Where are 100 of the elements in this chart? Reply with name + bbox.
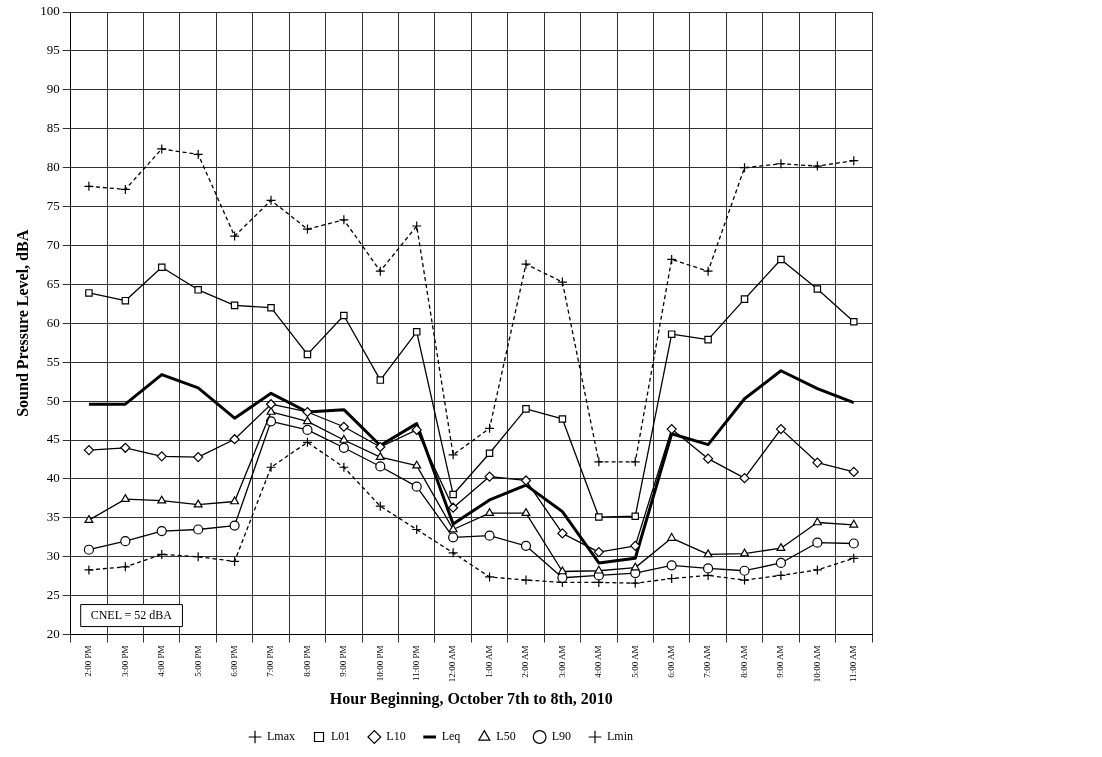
point <box>630 540 641 551</box>
y-tick-label: 50 <box>46 392 60 408</box>
x-tick-label: 9:00 AM <box>775 645 786 678</box>
y-axis-title: Sound Pressure Level, dBA <box>13 229 31 417</box>
point <box>703 266 714 277</box>
point <box>338 421 349 432</box>
point <box>775 570 787 581</box>
point <box>703 453 714 464</box>
point <box>448 449 459 460</box>
point <box>812 537 823 548</box>
y-tick-label: 60 <box>46 314 60 330</box>
point <box>740 548 750 557</box>
y-tick-label: 95 <box>46 42 60 58</box>
point <box>448 547 459 558</box>
point <box>776 543 786 552</box>
point <box>265 462 277 473</box>
point <box>302 416 312 425</box>
point <box>520 574 532 586</box>
point <box>593 546 604 558</box>
point <box>412 328 421 336</box>
x-tick-label: 1:00 AM <box>483 645 494 678</box>
y-tick-label: 70 <box>46 236 60 252</box>
point <box>83 445 95 456</box>
x-tick-label: 7:00 PM <box>265 645 276 677</box>
point <box>485 449 494 458</box>
y-tick-label: 65 <box>46 275 60 291</box>
point <box>848 538 859 549</box>
point <box>703 563 714 574</box>
y-tick-label: 20 <box>46 625 60 641</box>
point <box>85 289 93 297</box>
point <box>521 508 531 516</box>
point <box>448 532 459 543</box>
point <box>484 530 495 541</box>
point <box>83 564 95 576</box>
point <box>193 499 203 508</box>
point <box>376 376 385 384</box>
point <box>775 158 787 169</box>
y-tick-label: 100 <box>40 3 60 19</box>
point <box>704 335 712 344</box>
x-tick-label: 7:00 AM <box>702 645 713 678</box>
point <box>194 286 202 294</box>
point <box>850 317 858 326</box>
point <box>229 434 240 445</box>
point <box>156 451 167 462</box>
point <box>812 457 823 468</box>
point <box>156 143 167 155</box>
point <box>667 532 677 541</box>
point <box>703 549 713 558</box>
y-tick-label: 40 <box>46 470 60 486</box>
point <box>666 254 677 265</box>
point <box>812 160 823 172</box>
point <box>812 517 822 526</box>
point <box>375 441 386 453</box>
x-tick-label: 5:00 AM <box>629 645 640 678</box>
point <box>375 461 386 472</box>
point <box>520 540 532 551</box>
point <box>120 536 131 547</box>
y-tick-label: 90 <box>46 81 60 97</box>
x-tick-label: 4:00 PM <box>156 645 167 677</box>
point <box>449 490 457 499</box>
x-tick-label: 5:00 PM <box>192 645 203 677</box>
point <box>340 311 348 320</box>
point <box>775 557 787 569</box>
y-tick-label: 25 <box>46 587 60 603</box>
point <box>594 565 604 574</box>
x-tick-label: 3:00 PM <box>119 645 130 677</box>
x-tick-label: 9:00 PM <box>338 645 349 677</box>
point <box>739 473 750 484</box>
point <box>739 574 750 586</box>
legend-label: L10 <box>386 729 406 744</box>
point <box>265 416 277 427</box>
legend-label: L01 <box>331 729 351 744</box>
point <box>739 565 750 576</box>
point <box>265 399 277 410</box>
point <box>667 330 676 338</box>
x-tick-label: 2:00 PM <box>83 645 94 677</box>
point <box>666 560 677 571</box>
legend-label: Lmax <box>267 729 296 744</box>
point <box>520 259 532 270</box>
x-tick-label: 11:00 PM <box>411 645 422 681</box>
point <box>230 496 240 505</box>
point <box>84 515 94 523</box>
legend-label: L50 <box>496 729 516 744</box>
y-tick-label: 45 <box>46 431 60 447</box>
point <box>338 462 349 473</box>
point <box>229 231 240 242</box>
point <box>448 502 459 513</box>
x-tick-label: 10:00 PM <box>374 645 385 682</box>
x-tick-label: 12:00 AM <box>447 645 458 683</box>
point <box>595 513 603 521</box>
x-tick-label: 11:00 AM <box>848 645 859 682</box>
point <box>120 494 130 502</box>
point <box>157 263 166 272</box>
point <box>229 520 240 531</box>
point <box>411 220 422 232</box>
x-tick-label: 4:00 AM <box>593 645 604 678</box>
point <box>83 181 95 192</box>
point <box>193 452 204 463</box>
point <box>120 442 131 453</box>
point <box>484 471 495 482</box>
